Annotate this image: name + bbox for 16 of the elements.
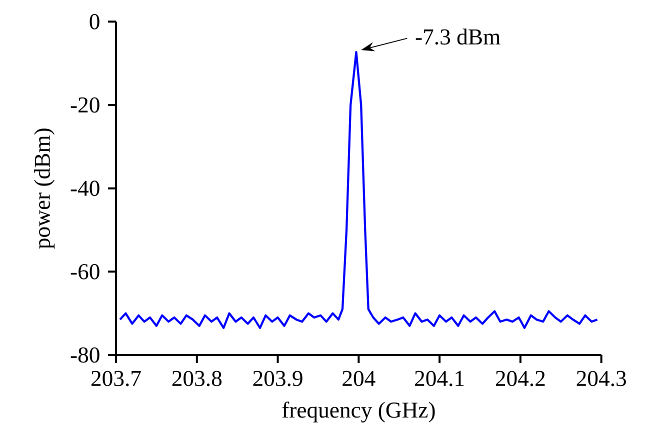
y-tick-label: -60 — [70, 264, 100, 280]
y-tick-label: -20 — [70, 97, 100, 113]
y-tick-label: -40 — [70, 180, 100, 196]
x-tick-label: 204 — [342, 370, 376, 386]
x-tick-label: 203.8 — [172, 370, 222, 386]
x-tick-label: 203.7 — [92, 370, 141, 386]
annotation: -7.3 dBm — [416, 28, 500, 45]
x-tick-label: 203.9 — [253, 370, 302, 386]
line-series — [118, 51, 598, 329]
x-tick-label: 204.1 — [415, 370, 464, 386]
y-axis-title: power (dBm) — [34, 128, 55, 249]
x-axis-title: frequency (GHz) — [282, 402, 435, 422]
x-tick-label: 204.2 — [496, 370, 545, 386]
y-tick-label: 0 — [90, 14, 100, 30]
x-tick-label: 204.3 — [576, 370, 626, 386]
y-tick-label: -80 — [70, 347, 100, 363]
